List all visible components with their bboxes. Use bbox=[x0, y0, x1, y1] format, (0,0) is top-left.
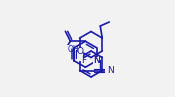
Bar bbox=[77, 54, 83, 61]
Bar bbox=[60, 45, 73, 53]
Text: N: N bbox=[107, 66, 114, 75]
Bar bbox=[93, 57, 100, 64]
Text: N: N bbox=[93, 56, 100, 65]
Text: N: N bbox=[93, 56, 100, 65]
Bar bbox=[105, 67, 117, 74]
Text: O: O bbox=[76, 46, 83, 55]
Text: F: F bbox=[81, 56, 86, 65]
Text: OH: OH bbox=[67, 45, 79, 54]
Bar bbox=[77, 48, 83, 55]
